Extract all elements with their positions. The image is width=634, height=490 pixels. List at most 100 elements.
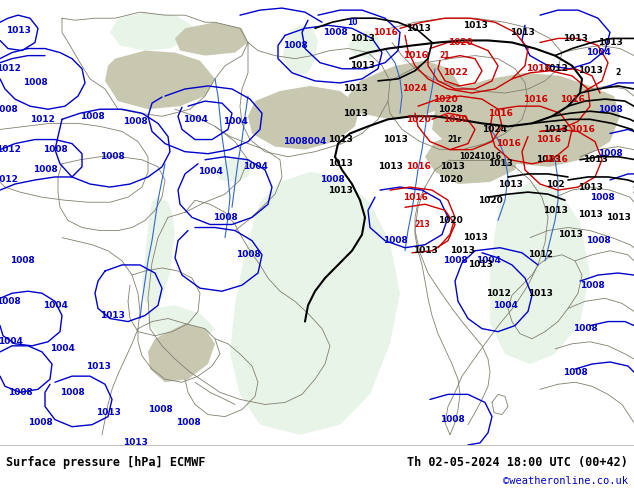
- Text: 1028: 1028: [437, 105, 462, 114]
- Text: 1004: 1004: [198, 168, 223, 176]
- Text: 1013: 1013: [349, 61, 375, 70]
- Text: 1008004: 1008004: [283, 137, 327, 146]
- Polygon shape: [283, 25, 318, 76]
- Text: 1004: 1004: [0, 337, 22, 346]
- Text: 1013: 1013: [467, 260, 493, 270]
- Text: 1016: 1016: [488, 109, 512, 118]
- Text: 1008: 1008: [283, 41, 307, 50]
- Text: 1016: 1016: [373, 28, 398, 37]
- Text: 1013: 1013: [86, 362, 110, 370]
- Text: 1016: 1016: [560, 95, 585, 103]
- Text: 1016: 1016: [543, 155, 567, 164]
- Polygon shape: [248, 86, 360, 149]
- Text: 1020: 1020: [448, 38, 472, 47]
- Text: 1013: 1013: [605, 213, 630, 222]
- Text: 1004: 1004: [223, 117, 247, 126]
- Text: 1013: 1013: [510, 28, 534, 37]
- Text: 1020: 1020: [437, 175, 462, 185]
- Text: 1016: 1016: [406, 162, 430, 171]
- Text: 2: 2: [632, 186, 634, 195]
- Text: 1013: 1013: [6, 26, 30, 35]
- Text: 1013: 1013: [122, 439, 148, 447]
- Text: 1013: 1013: [100, 311, 124, 320]
- Text: 1013: 1013: [562, 34, 588, 43]
- Text: 1004: 1004: [493, 301, 517, 310]
- Text: 1013: 1013: [536, 155, 560, 164]
- Text: 1013: 1013: [527, 289, 552, 298]
- Text: 1020: 1020: [437, 216, 462, 225]
- Polygon shape: [230, 172, 400, 435]
- Text: 1013: 1013: [342, 109, 368, 118]
- Text: 1016: 1016: [403, 51, 427, 60]
- Text: ©weatheronline.co.uk: ©weatheronline.co.uk: [503, 476, 628, 487]
- Text: 1004: 1004: [42, 301, 67, 310]
- Text: 1013: 1013: [578, 183, 602, 192]
- Polygon shape: [348, 30, 380, 59]
- Text: 1020: 1020: [432, 95, 457, 103]
- Text: 1012: 1012: [0, 175, 18, 185]
- Text: 1008: 1008: [32, 166, 57, 174]
- Text: 2: 2: [616, 68, 621, 77]
- Text: 10241016: 10241016: [459, 152, 501, 161]
- Text: 1013: 1013: [578, 210, 602, 219]
- Text: 1008: 1008: [23, 78, 48, 87]
- Text: 1008: 1008: [573, 324, 597, 333]
- Polygon shape: [105, 50, 215, 109]
- Text: 1013: 1013: [378, 162, 403, 171]
- Text: 1008: 1008: [42, 145, 67, 154]
- Text: 1008: 1008: [586, 236, 611, 245]
- Text: 1013: 1013: [543, 206, 567, 215]
- Text: 1008: 1008: [443, 256, 467, 266]
- Text: 1008: 1008: [8, 388, 32, 397]
- Text: 1013: 1013: [543, 125, 567, 134]
- Text: 1012: 1012: [527, 250, 552, 259]
- Text: 1013: 1013: [328, 135, 353, 144]
- Text: 1013: 1013: [583, 155, 607, 164]
- Text: 1008: 1008: [176, 418, 200, 427]
- Text: 1024: 1024: [482, 125, 507, 134]
- Text: 21r: 21r: [448, 135, 462, 144]
- Text: 1008: 1008: [598, 105, 623, 114]
- Text: Surface pressure [hPa] ECMWF: Surface pressure [hPa] ECMWF: [6, 456, 206, 468]
- Text: 1008: 1008: [236, 250, 261, 259]
- Polygon shape: [490, 182, 590, 364]
- Text: 1008: 1008: [80, 112, 105, 121]
- Text: 1008: 1008: [212, 213, 237, 222]
- Text: 1008: 1008: [28, 418, 53, 427]
- Text: 1008: 1008: [590, 193, 614, 202]
- Text: 1013: 1013: [413, 246, 437, 255]
- Text: 1008: 1008: [100, 152, 124, 161]
- Text: 1013: 1013: [349, 34, 375, 43]
- Text: 213: 213: [414, 220, 430, 229]
- Text: 1004: 1004: [49, 344, 74, 353]
- Text: 1013: 1013: [578, 66, 602, 75]
- Text: 1008: 1008: [122, 117, 147, 126]
- Text: 1016: 1016: [526, 64, 550, 74]
- Text: 1016: 1016: [569, 125, 595, 134]
- Polygon shape: [142, 197, 175, 308]
- Text: Th 02-05-2024 18:00 UTC (00+42): Th 02-05-2024 18:00 UTC (00+42): [407, 456, 628, 468]
- Polygon shape: [148, 305, 215, 344]
- Polygon shape: [425, 129, 520, 184]
- Text: 1013: 1013: [96, 408, 120, 417]
- Text: 10: 10: [347, 18, 357, 27]
- Text: 1008: 1008: [148, 405, 172, 414]
- Text: 1004: 1004: [586, 48, 611, 57]
- Text: 1020: 1020: [477, 196, 502, 205]
- Text: 102: 102: [546, 179, 564, 189]
- Text: 1013: 1013: [342, 84, 368, 94]
- Text: 1008: 1008: [598, 149, 623, 158]
- Text: 1024: 1024: [403, 84, 427, 94]
- Text: 1008: 1008: [579, 281, 604, 290]
- Text: 1013: 1013: [328, 159, 353, 168]
- Polygon shape: [175, 22, 248, 56]
- Text: 1013: 1013: [463, 233, 488, 242]
- Polygon shape: [348, 61, 460, 120]
- Text: 1013: 1013: [328, 186, 353, 195]
- Text: 1008: 1008: [562, 368, 587, 377]
- Text: 1016: 1016: [496, 139, 521, 148]
- Text: 1012: 1012: [30, 115, 55, 124]
- Text: 1008: 1008: [0, 105, 17, 114]
- Text: 1013: 1013: [450, 246, 474, 255]
- Text: 21: 21: [440, 51, 450, 60]
